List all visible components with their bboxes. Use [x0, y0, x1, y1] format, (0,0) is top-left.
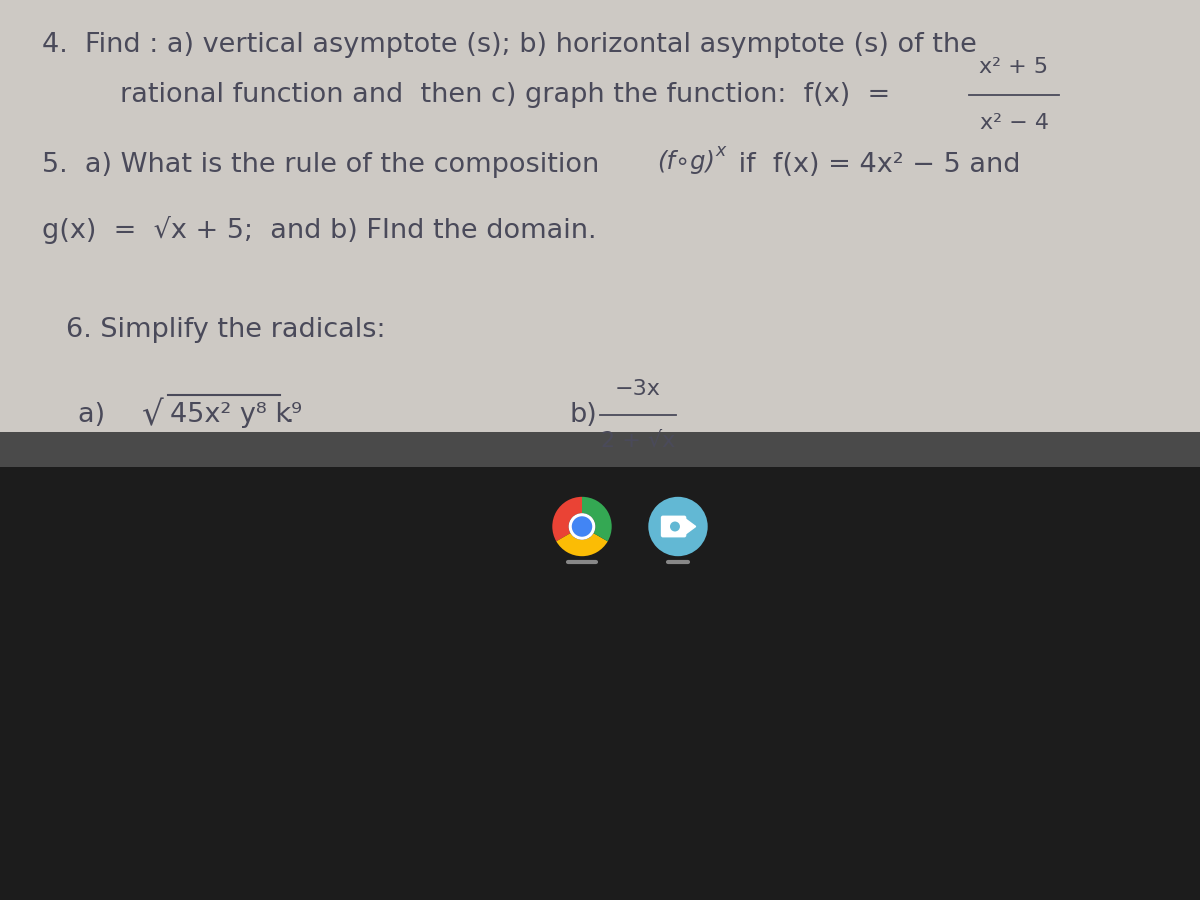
Text: rational function and  then c) graph the function:  f(x)  =: rational function and then c) graph the …	[120, 82, 890, 108]
Wedge shape	[557, 533, 607, 556]
Text: b): b)	[570, 402, 598, 428]
Bar	[0, 0, 1200, 436]
Text: 4.  Find : a) vertical asymptote (s); b) horizontal asymptote (s) of the: 4. Find : a) vertical asymptote (s); b) …	[42, 32, 977, 58]
Text: (f∘g): (f∘g)	[658, 150, 715, 174]
Polygon shape	[685, 518, 696, 535]
Wedge shape	[552, 497, 582, 542]
Text: 45x² y⁸ k⁹: 45x² y⁸ k⁹	[169, 402, 301, 428]
Text: √: √	[142, 400, 163, 433]
Text: x² − 4: x² − 4	[979, 113, 1049, 133]
Bar	[0, 431, 1200, 466]
Text: 6. Simplify the radicals:: 6. Simplify the radicals:	[66, 317, 385, 343]
Text: 2 + √x: 2 + √x	[601, 431, 676, 451]
Wedge shape	[582, 497, 612, 542]
Text: x: x	[715, 142, 726, 160]
Circle shape	[569, 513, 595, 540]
Text: x² + 5: x² + 5	[979, 57, 1049, 77]
Circle shape	[571, 515, 593, 538]
Text: a): a)	[78, 402, 122, 428]
Text: −3x: −3x	[616, 379, 661, 399]
Text: if  f(x) = 4x² − 5 and: if f(x) = 4x² − 5 and	[730, 152, 1020, 178]
FancyBboxPatch shape	[661, 516, 686, 537]
Circle shape	[648, 497, 708, 556]
Circle shape	[670, 521, 680, 532]
Text: 5.  a) What is the rule of the composition: 5. a) What is the rule of the compositio…	[42, 152, 608, 178]
Text: .: .	[284, 402, 293, 428]
Text: g(x)  =  √x + 5;  and b) FInd the domain.: g(x) = √x + 5; and b) FInd the domain.	[42, 216, 596, 244]
